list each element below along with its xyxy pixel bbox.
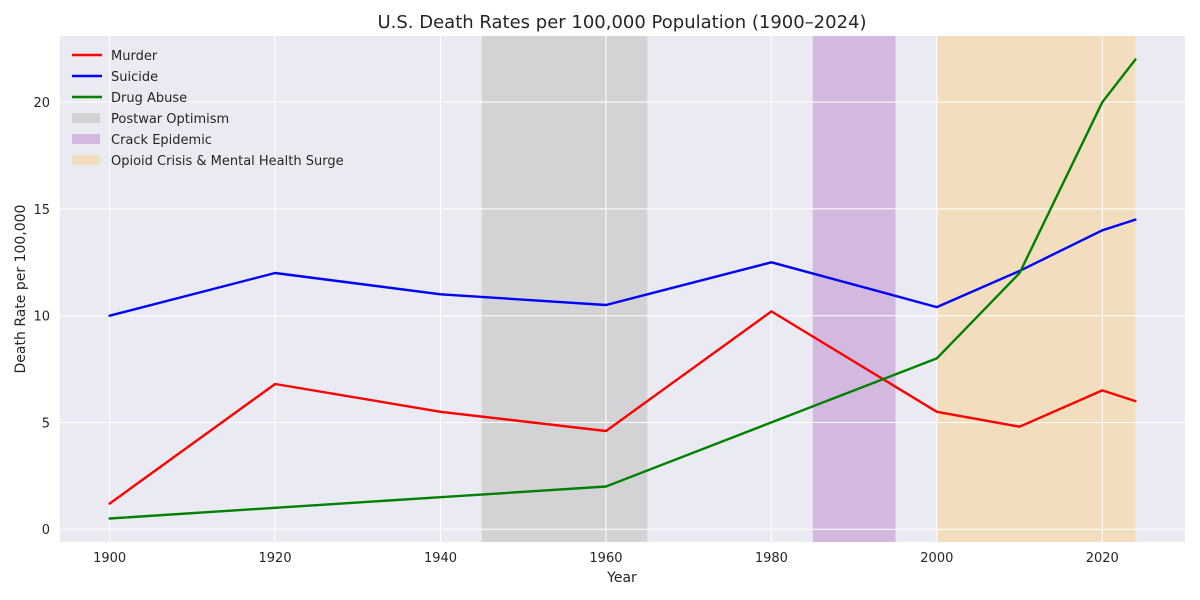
legend: Murder Suicide Drug Abuse Postwar Optimism C…	[72, 49, 344, 169]
y-tick-label: 0	[42, 523, 50, 538]
span-crack-epidemic	[812, 36, 896, 542]
series-line-suicide	[108, 218, 1137, 317]
x-tick-label: 2020	[1086, 551, 1119, 566]
y-tick-label: 10	[33, 310, 50, 325]
legend-label: Murder	[111, 49, 158, 64]
y-tick-label: 20	[33, 96, 50, 111]
legend-swatch-postwar-optimism	[72, 113, 100, 123]
y-tick-label: 5	[42, 416, 50, 431]
legend-label: Postwar Optimism	[111, 112, 229, 127]
span-opioid-crisis-mental-health-surge	[936, 36, 1136, 542]
series-line-drug-abuse	[108, 58, 1137, 520]
legend-swatch-crack-epidemic	[72, 134, 100, 144]
span-postwar-optimism	[481, 36, 648, 542]
x-tick-label: 1940	[424, 551, 457, 566]
chart-title: U.S. Death Rates per 100,000 Population …	[377, 12, 866, 33]
x-tick-label: 1960	[589, 551, 622, 566]
x-tick-label: 2000	[920, 551, 953, 566]
legend-label: Drug Abuse	[111, 91, 187, 106]
series-lines	[108, 58, 1137, 520]
series-line-murder	[108, 310, 1137, 505]
legend-swatch-opioid-crisis-mental-health-surge	[72, 155, 100, 165]
legend-label: Crack Epidemic	[111, 133, 212, 148]
x-axis-label: Year	[606, 570, 637, 586]
grid	[60, 36, 1185, 542]
y-axis-label: Death Rate per 100,000	[13, 205, 29, 374]
y-tick-label: 15	[33, 203, 50, 218]
x-tick-label: 1980	[755, 551, 788, 566]
x-tick-label: 1900	[93, 551, 126, 566]
tick-labels: 1900 1920 1940 1960 1980 2000 2020 0 5 10 15 20	[33, 96, 1118, 566]
legend-label: Suicide	[111, 70, 158, 85]
legend-label: Opioid Crisis & Mental Health Surge	[111, 154, 344, 169]
x-tick-label: 1920	[259, 551, 292, 566]
